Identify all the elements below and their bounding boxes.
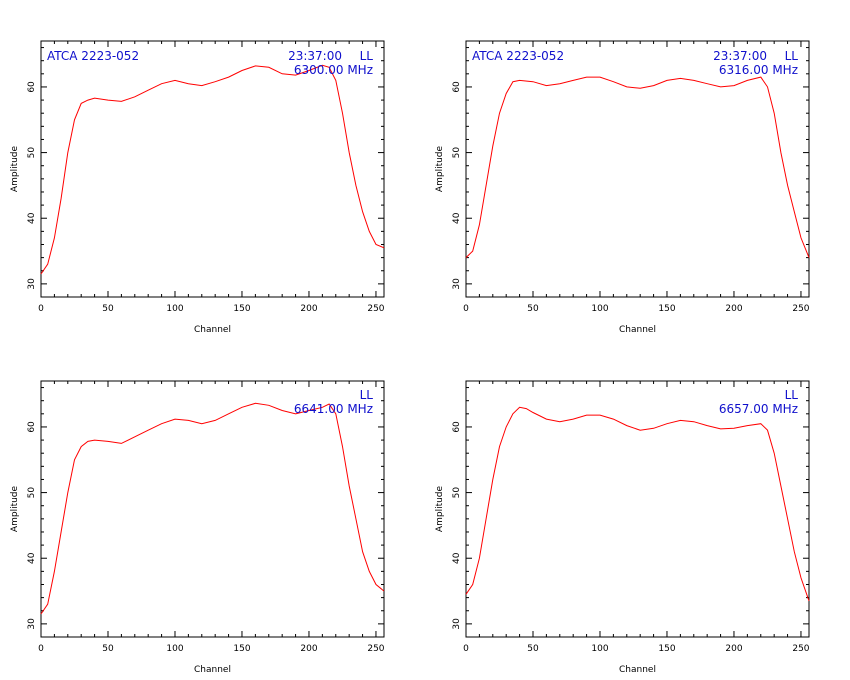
y-tick-label: 30 (27, 618, 37, 630)
spectrum-panel-2: 0 50 100 150 200 250 30 40 50 60 Channel Amplitude A… (435, 40, 810, 335)
y-axis-label: Amplitude (435, 485, 445, 532)
frequency-label: 6316.00 MHz (719, 63, 798, 77)
plot-frame (40, 40, 385, 298)
y-tick-label: 30 (452, 618, 462, 630)
y-tick-label: 60 (27, 81, 37, 93)
x-tick-label: 50 (527, 304, 539, 314)
x-tick-label: 200 (300, 304, 317, 314)
polarization-label: LL (360, 49, 374, 63)
polarization-label: LL (785, 49, 799, 63)
spectrum-line (465, 406, 810, 602)
y-axis-label: Amplitude (10, 145, 20, 192)
y-axis-label: Amplitude (435, 145, 445, 192)
time-label: 23:37:00 (713, 49, 767, 63)
spectrum-panel-4: 0 50 100 150 200 250 30 40 50 60 Channel Amplitude L… (435, 380, 810, 675)
spectrum-line (40, 402, 385, 615)
spectrum-panel-1: 0 50 100 150 200 250 30 40 50 60 Channel Amplitude A… (10, 40, 385, 335)
plot-frame (40, 380, 385, 638)
x-tick-label: 100 (591, 304, 608, 314)
spectrum-line (465, 76, 810, 258)
y-tick-label: 60 (27, 421, 37, 433)
y-tick-label: 60 (452, 81, 462, 93)
spectrum-line (40, 64, 385, 275)
x-tick-label: 0 (38, 644, 44, 654)
x-axis-label: Channel (619, 325, 656, 335)
source-label: ATCA 2223-052 (47, 49, 139, 63)
y-axis-label: Amplitude (10, 485, 20, 532)
x-tick-label: 250 (792, 304, 809, 314)
frequency-label: 6641.00 MHz (294, 402, 373, 416)
x-tick-label: 150 (233, 644, 250, 654)
x-tick-label: 50 (102, 304, 114, 314)
x-tick-label: 100 (166, 304, 183, 314)
x-tick-label: 0 (38, 304, 44, 314)
spectrum-panel-3: 0 50 100 150 200 250 30 40 50 60 Channel Amplitude L… (10, 380, 385, 675)
y-tick-label: 30 (27, 278, 37, 290)
x-tick-label: 50 (527, 644, 539, 654)
y-tick-label: 40 (452, 552, 462, 564)
x-tick-label: 250 (367, 304, 384, 314)
y-tick-label: 60 (452, 421, 462, 433)
x-tick-label: 150 (233, 304, 250, 314)
y-tick-label: 40 (27, 212, 37, 224)
source-label: ATCA 2223-052 (472, 49, 564, 63)
frequency-label: 6300.00 MHz (294, 63, 373, 77)
x-axis-label: Channel (194, 665, 231, 675)
x-tick-label: 0 (463, 304, 469, 314)
plot-frame (465, 380, 810, 638)
x-tick-label: 100 (591, 644, 608, 654)
y-tick-label: 50 (452, 487, 462, 499)
x-tick-label: 150 (658, 644, 675, 654)
y-tick-label: 40 (27, 552, 37, 564)
y-tick-label: 40 (452, 212, 462, 224)
x-axis-label: Channel (619, 665, 656, 675)
y-tick-label: 50 (27, 147, 37, 159)
x-tick-label: 200 (725, 644, 742, 654)
x-tick-label: 200 (725, 304, 742, 314)
x-tick-label: 250 (792, 644, 809, 654)
x-tick-label: 0 (463, 644, 469, 654)
y-tick-label: 50 (27, 487, 37, 499)
y-tick-label: 30 (452, 278, 462, 290)
x-tick-label: 200 (300, 644, 317, 654)
frequency-label: 6657.00 MHz (719, 402, 798, 416)
plot-frame (465, 40, 810, 298)
x-axis-label: Channel (194, 325, 231, 335)
y-tick-label: 50 (452, 147, 462, 159)
x-tick-label: 100 (166, 644, 183, 654)
polarization-label: LL (360, 388, 374, 402)
x-tick-label: 250 (367, 644, 384, 654)
polarization-label: LL (785, 388, 799, 402)
x-tick-label: 150 (658, 304, 675, 314)
x-tick-label: 50 (102, 644, 114, 654)
time-label: 23:37:00 (288, 49, 342, 63)
